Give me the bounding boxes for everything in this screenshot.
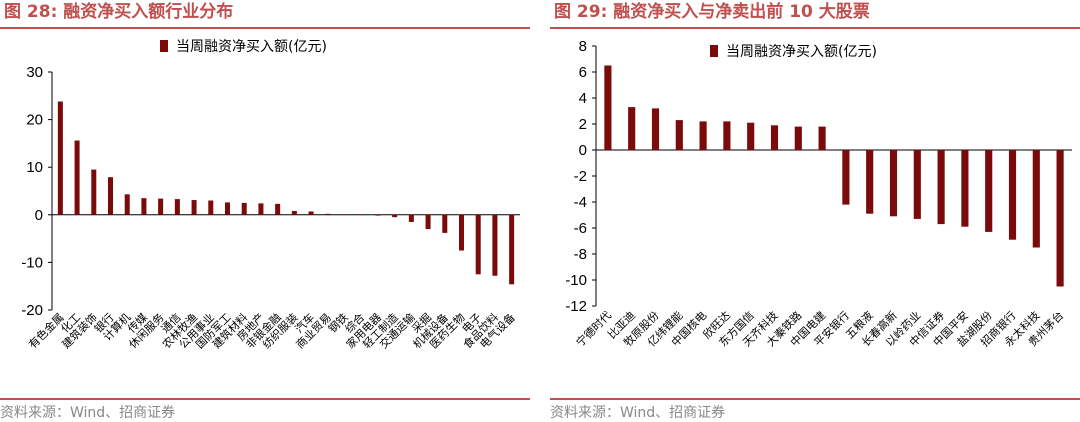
bar — [174, 199, 180, 215]
y-tick-label: 4 — [579, 90, 587, 107]
bar — [375, 214, 381, 216]
y-tick-label: -10 — [21, 254, 43, 271]
bar — [1056, 150, 1064, 287]
figure-title-text: 融资净买入额行业分布 — [63, 2, 234, 22]
chart-left: 3020100-10-20有色金属化工建筑装饰银行计算机传媒休闲服务通信农林牧渔… — [21, 39, 520, 351]
y-tick-label: -20 — [21, 302, 43, 319]
bar — [913, 150, 921, 219]
bar — [74, 140, 80, 215]
legend-swatch — [710, 45, 718, 57]
bar — [325, 213, 331, 215]
y-tick-label: -10 — [565, 272, 587, 289]
y-tick-label: -2 — [574, 168, 587, 185]
bar — [275, 203, 281, 215]
source-rule — [550, 398, 1080, 400]
figure-title-text: 融资净买入与净卖出前 10 大股票 — [613, 2, 870, 22]
bar — [770, 125, 779, 150]
bar — [291, 210, 297, 215]
title-rule — [0, 27, 530, 29]
y-tick-label: 30 — [26, 64, 43, 81]
bar — [961, 150, 969, 227]
y-tick-label: 6 — [579, 64, 587, 81]
bar — [937, 150, 945, 225]
bar — [425, 214, 431, 230]
bar — [308, 211, 314, 215]
bar — [818, 126, 826, 150]
bar — [341, 214, 348, 216]
bar — [604, 65, 612, 150]
bar — [866, 150, 874, 214]
bar — [723, 121, 731, 150]
bar — [191, 200, 197, 215]
y-tick-label: -6 — [574, 220, 587, 237]
figure-title-left: 图 28: 融资净买入额行业分布 — [4, 0, 233, 26]
bar — [57, 101, 63, 215]
y-tick-label: 8 — [579, 38, 587, 55]
bar — [794, 126, 802, 150]
bar — [358, 214, 364, 216]
bar — [475, 214, 481, 275]
bar — [392, 214, 398, 218]
bar — [1032, 150, 1040, 248]
bar — [124, 194, 130, 215]
bar — [842, 150, 850, 205]
bar — [675, 120, 683, 150]
bar — [208, 200, 214, 215]
y-tick-label: 10 — [26, 159, 43, 176]
bar — [651, 108, 660, 150]
bar — [107, 177, 114, 215]
figure-title-right: 图 29: 融资净买入与净卖出前 10 大股票 — [554, 0, 870, 26]
y-tick-label: 2 — [579, 116, 587, 133]
bar — [442, 214, 448, 233]
figure-label: 图 28: — [4, 2, 58, 22]
bar — [747, 122, 755, 150]
bar — [408, 214, 414, 222]
y-tick-label: -12 — [565, 298, 587, 315]
bar — [141, 198, 147, 215]
legend-label: 当周融资净买入额(亿元) — [726, 44, 877, 60]
bar — [509, 214, 515, 285]
bar — [458, 214, 465, 251]
bar — [258, 203, 264, 215]
bar — [985, 150, 993, 232]
bar — [492, 214, 498, 276]
bar — [91, 169, 97, 215]
source-note: 资料来源：Wind、招商证券 — [0, 405, 176, 421]
title-rule — [550, 27, 1080, 29]
source-note: 资料来源：Wind、招商证券 — [550, 405, 726, 421]
y-tick-label: 0 — [579, 142, 587, 159]
bar — [1008, 150, 1017, 240]
chart-panel-right: 图 29: 融资净买入与净卖出前 10 大股票 8 6 4 2 0 -2 -4 -6 -8 -10… — [550, 0, 1080, 422]
chart-right: 86420-2-4-6-8-10-12宁德时代比亚迪牧原股份亿纬锂能中国核电欣旺… — [565, 38, 1072, 349]
bar — [628, 107, 636, 150]
bar — [889, 150, 898, 217]
source-rule — [0, 398, 530, 400]
y-tick-label: -8 — [574, 246, 587, 263]
y-tick-label: -4 — [574, 194, 587, 211]
y-tick-label: 20 — [26, 112, 43, 129]
bar — [224, 202, 231, 215]
figure-label: 图 29: — [554, 2, 608, 22]
legend-label: 当周融资净买入额(亿元) — [176, 39, 327, 55]
y-tick-label: 0 — [35, 207, 43, 224]
bar — [699, 121, 707, 150]
chart-panel-left: 图 28: 融资净买入额行业分布 30 20 10 0 -10 -20 有色金属 化工 建筑装饰… — [0, 0, 530, 422]
legend-swatch — [160, 40, 168, 52]
bar — [241, 202, 247, 215]
bar — [158, 198, 164, 215]
